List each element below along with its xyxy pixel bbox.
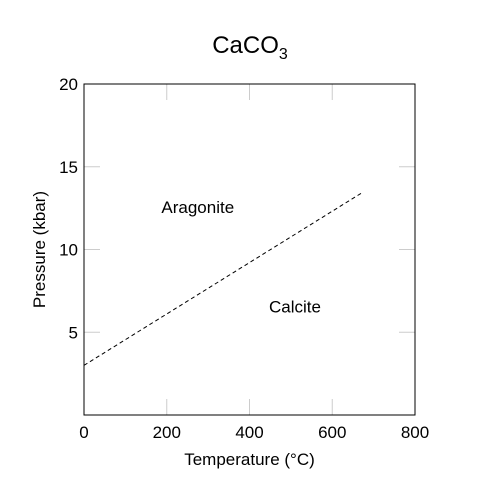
chart-title: CaCO3 — [212, 32, 288, 63]
y-tick-label: 5 — [69, 323, 78, 342]
x-axis-label: Temperature (°C) — [184, 450, 315, 469]
x-tick-label: 400 — [235, 423, 263, 442]
region-label-aragonite: Aragonite — [161, 198, 234, 217]
x-tick-label: 600 — [318, 423, 346, 442]
phase-boundary-line — [83, 192, 362, 366]
x-tick-label: 800 — [401, 423, 429, 442]
x-tick-label: 200 — [153, 423, 181, 442]
chart-title-main: CaCO — [212, 32, 279, 59]
y-tick-label: 10 — [59, 241, 78, 260]
y-axis-label: Pressure (kbar) — [30, 191, 49, 308]
region-label-calcite: Calcite — [269, 297, 321, 316]
axis-ticks: 0 200 400 600 800 5 10 15 20 — [59, 75, 429, 442]
annotation-layer: Aragonite Calcite — [161, 198, 321, 316]
y-tick-label: 15 — [59, 158, 78, 177]
plot-area-frame — [83, 83, 416, 416]
x-tick-label: 0 — [79, 423, 88, 442]
series-layer — [83, 192, 362, 366]
y-tick-label: 20 — [59, 75, 78, 94]
chart-title-subscript: 3 — [279, 46, 288, 63]
